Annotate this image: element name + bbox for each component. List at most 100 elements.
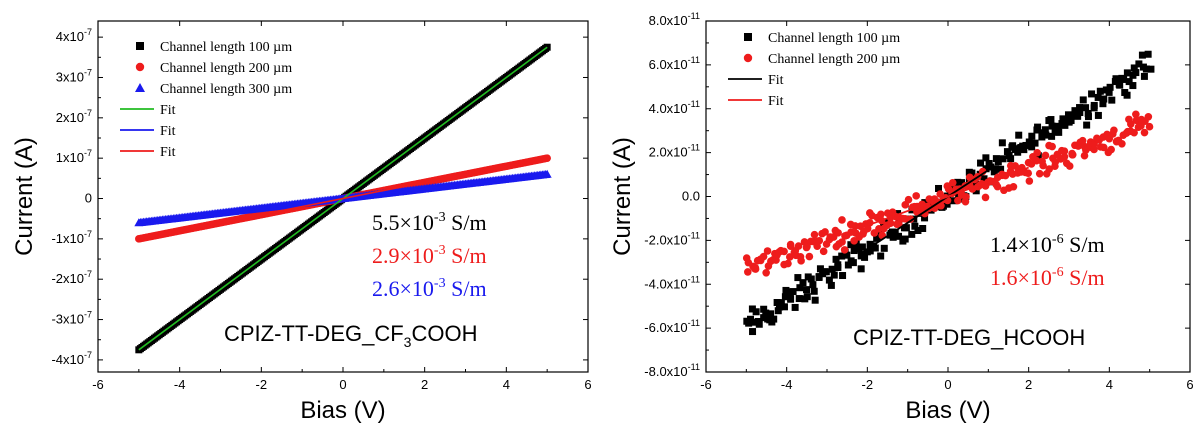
data-point-circle [1080, 151, 1089, 160]
data-point-square [830, 271, 838, 279]
conductivity-unit: S/m [1064, 232, 1105, 257]
data-point-square [1067, 117, 1075, 125]
data-point-circle [912, 192, 920, 200]
data-point-circle [834, 229, 842, 237]
data-point-square [1125, 78, 1133, 86]
data-point-square [745, 319, 753, 327]
y-tick-label: -8.0x10-11 [644, 362, 700, 379]
conductivity-base: 1.6×10 [990, 265, 1052, 290]
data-point-square [1108, 96, 1116, 104]
x-tick-label: 6 [1186, 377, 1193, 392]
conductivity-unit: S/m [1064, 265, 1105, 290]
data-point-square [1135, 60, 1143, 68]
data-point-circle [797, 257, 805, 265]
sample-label-main: CPIZ-TT-DEG_HCOOH [853, 325, 1085, 350]
data-point-square [777, 299, 785, 307]
conductivity-exponent: -6 [1052, 232, 1064, 247]
y-tick-base: -6.0x10 [644, 320, 687, 335]
x-axis-label: Bias (V) [300, 397, 385, 424]
data-point-square [755, 320, 763, 328]
data-point-circle [1110, 126, 1118, 135]
data-point-circle [1126, 120, 1135, 128]
y-tick-exponent: -7 [84, 229, 92, 239]
data-point-square [908, 230, 916, 238]
y-tick-base: -2.0x10 [644, 232, 687, 247]
y-tick-label: 2x10-7 [56, 108, 92, 125]
data-point-square [1111, 78, 1119, 86]
data-point-square [1014, 148, 1022, 156]
data-point-circle [1060, 147, 1069, 155]
legend-label-3: Channel length 300 µm [160, 82, 292, 97]
data-point-square [1140, 72, 1148, 80]
data-point-square [1094, 93, 1102, 101]
conductivity-label-3: 2.6×10-3 S/m [372, 276, 487, 301]
legend: Channel length 100 µm Channel length 200 … [120, 40, 292, 160]
data-point-square [858, 243, 866, 251]
y-tick-base: 2.0x10 [649, 145, 688, 160]
data-point-circle [1039, 161, 1047, 170]
data-point-square [861, 253, 869, 261]
y-tick-base: 0.0 [682, 189, 700, 204]
x-tick-label: -4 [174, 377, 186, 392]
x-tick-label: -6 [92, 377, 104, 392]
data-point-circle [838, 216, 846, 224]
legend-fit-label-1: Fit [160, 103, 176, 118]
data-point-circle [1145, 122, 1154, 131]
y-tick-base: -8.0x10 [644, 364, 687, 379]
data-point-circle [863, 224, 872, 233]
data-point-circle [1045, 165, 1054, 173]
data-point-square [1090, 101, 1098, 109]
data-point-square [998, 139, 1006, 147]
data-point-square [997, 165, 1005, 173]
data-point-circle [1144, 112, 1153, 121]
series-1 [743, 50, 1155, 336]
data-point-square [895, 232, 903, 240]
data-point-square [843, 251, 851, 259]
data-point-square [827, 281, 835, 289]
data-point-square [822, 268, 830, 276]
data-point-square [838, 252, 846, 260]
data-point-square [815, 273, 823, 281]
data-point-square [844, 261, 852, 269]
data-point-square [1038, 133, 1046, 141]
data-point-square [803, 286, 811, 294]
data-point-square [1138, 51, 1146, 59]
x-axis-label: Bias (V) [905, 397, 990, 424]
sample-label: CPIZ-TT-DEG_HCOOH [853, 325, 1085, 350]
legend-label-2: Channel length 200 µm [160, 61, 292, 76]
data-point-triangle [542, 169, 552, 178]
data-point-circle [751, 265, 760, 273]
conductivity-label-1: 1.4×10-6 S/m [990, 232, 1105, 257]
data-point-square [787, 295, 795, 303]
y-tick-base: 2x10 [56, 110, 84, 125]
y-tick-exponent: -7 [84, 67, 92, 77]
data-point-square [914, 227, 922, 235]
data-point-square [1099, 100, 1107, 108]
data-point-square [760, 305, 768, 313]
data-point-circle [937, 201, 945, 210]
data-point-square [832, 255, 840, 263]
data-point-circle [1068, 150, 1077, 159]
data-point-circle [1090, 140, 1098, 148]
data-point-square [780, 303, 788, 311]
sample-label-suffix: COOH [411, 321, 477, 346]
y-tick-base: 4.0x10 [649, 101, 688, 116]
y-tick-label: 4x10-7 [56, 27, 92, 44]
sample-label-subscript: 3 [404, 334, 412, 350]
x-tick-label: 4 [503, 377, 510, 392]
legend-fit-label-3: Fit [160, 145, 176, 160]
data-point-square [1015, 131, 1023, 139]
data-point-square [1047, 116, 1055, 124]
data-point-square [794, 274, 802, 282]
data-point-square [748, 305, 756, 313]
data-point-square [1076, 104, 1084, 112]
data-point-square [809, 281, 817, 289]
data-point-circle [821, 228, 829, 236]
data-point-square [783, 288, 791, 296]
data-point-circle [784, 259, 792, 268]
data-point-square [943, 200, 951, 208]
data-point-square [1025, 138, 1033, 146]
data-point-square [982, 154, 990, 162]
data-point-square [749, 328, 757, 336]
x-tick-label: -6 [700, 377, 712, 392]
